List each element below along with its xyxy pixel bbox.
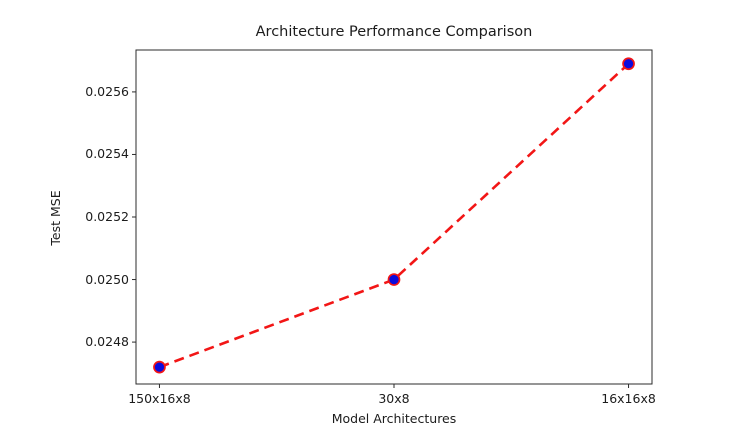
data-point-marker bbox=[622, 57, 635, 71]
x-axis-label: Model Architectures bbox=[331, 411, 457, 426]
x-tick-label: 16x16x8 bbox=[601, 391, 656, 406]
y-tick-label: 0.0248 bbox=[85, 334, 129, 350]
chart-title: Architecture Performance Comparison bbox=[255, 24, 533, 40]
y-tick-label: 0.0252 bbox=[85, 209, 129, 224]
data-point-marker bbox=[153, 360, 166, 374]
x-tick-label: 30x8 bbox=[378, 391, 410, 406]
x-tick-label: 150x16x8 bbox=[128, 391, 191, 406]
y-tick-label: 0.0256 bbox=[85, 83, 129, 99]
axes-frame bbox=[135, 49, 653, 385]
data-point-marker bbox=[387, 273, 401, 286]
data-line bbox=[158, 62, 630, 369]
y-tick-label: 0.0254 bbox=[85, 146, 129, 162]
y-tick-label: 0.0250 bbox=[85, 271, 129, 287]
